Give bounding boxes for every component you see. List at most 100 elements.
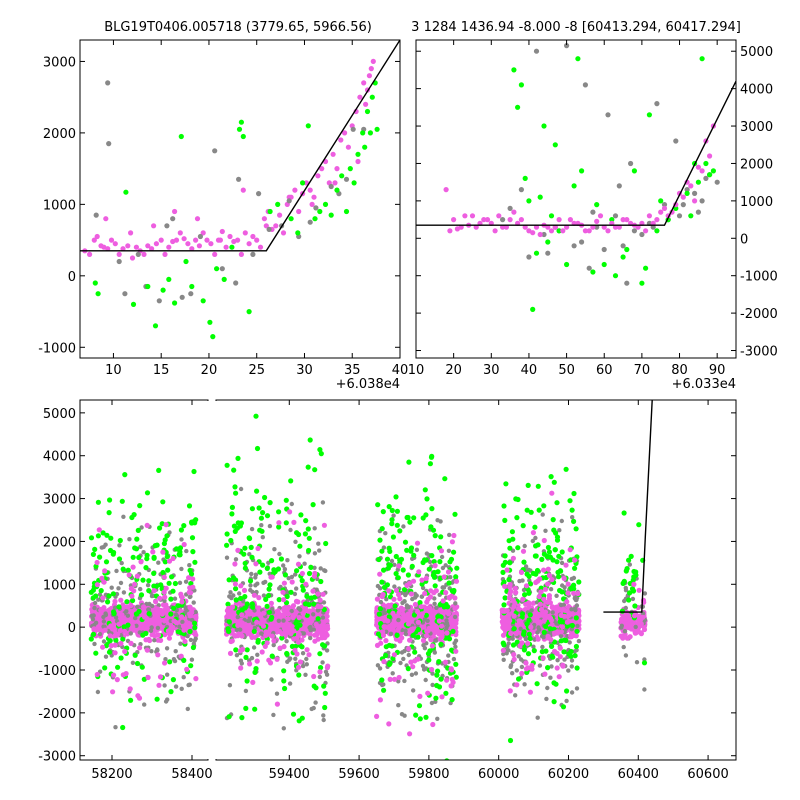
data-point-magenta [407,637,413,643]
data-point-green [145,283,151,290]
data-point-gray [193,609,198,615]
data-point-magenta [417,693,423,700]
data-point-gray [288,656,293,661]
data-point-green [253,413,259,419]
data-point-gray [300,651,306,656]
data-point-magenta [397,638,403,644]
data-point-gray [179,294,185,300]
data-point-gray [101,639,107,644]
data-point-magenta [355,158,361,165]
data-point-gray [227,594,232,599]
data-point-magenta [163,522,169,528]
data-point-magenta [189,246,195,252]
data-point-green [436,659,442,665]
data-point-green [317,651,323,657]
data-point-green [541,123,547,129]
data-point-gray [403,631,408,637]
data-point-green [254,488,260,494]
data-point-magenta [226,613,232,619]
data-point-magenta [412,601,418,608]
data-point-magenta [400,611,406,618]
data-point-gray [500,217,506,223]
data-point-green [393,571,399,577]
data-point-green [394,508,400,514]
data-point-gray [277,551,282,557]
data-point-magenta [442,659,448,665]
data-point-green [226,714,232,720]
data-point-magenta [324,613,330,619]
data-point-gray [294,586,299,591]
data-point-green [376,556,382,563]
data-point-magenta [138,559,144,565]
data-point-green [157,525,163,531]
x-tick-label: 90 [709,363,726,378]
data-point-gray [304,656,309,662]
data-point-green [415,626,422,633]
data-point-gray [227,683,233,688]
data-point-magenta [330,151,336,157]
data-point-gray [164,646,170,651]
data-point-gray [260,535,265,540]
data-point-magenta [102,568,108,574]
data-point-gray [92,605,97,611]
data-point-gray [414,547,420,552]
data-point-green [684,190,690,196]
data-point-magenta [292,187,298,193]
data-point-magenta [453,578,460,584]
data-point-green [442,476,448,482]
data-point-green [643,265,649,271]
data-point-green [646,112,653,118]
data-point-magenta [368,66,374,72]
data-point-green [289,643,295,650]
data-point-green [703,160,709,167]
data-point-green [432,533,438,539]
data-point-magenta [180,623,187,629]
data-point-green [116,556,123,562]
data-point-magenta [420,637,427,644]
data-point-magenta [232,581,238,587]
top-right-title: 3 1284 1436.94 -8.000 -8 [60413.294, 604… [411,20,741,35]
data-point-green [146,578,152,584]
model-line [80,40,400,252]
data-point-magenta [380,591,386,598]
data-point-magenta [116,621,122,627]
data-point-green [165,567,171,573]
data-point-magenta [94,559,100,566]
data-point-green [411,552,417,558]
data-point-magenta [157,595,163,601]
data-point-magenta [582,228,589,234]
data-point-green [312,467,318,473]
data-point-magenta [112,633,118,639]
data-point-magenta [181,627,187,633]
x-tick-label: 30 [296,363,313,378]
data-point-green [411,515,417,521]
data-point-green [224,462,230,468]
data-point-green [262,494,268,501]
data-point-magenta [103,216,109,222]
data-point-magenta [323,630,329,636]
data-point-magenta [556,217,562,223]
data-point-green [92,546,98,553]
data-point-green [156,467,162,473]
data-point-gray [170,216,176,222]
data-point-magenta [425,690,431,696]
data-point-green [381,687,387,693]
data-point-green [295,230,301,236]
data-point-green [423,714,429,720]
data-point-green [226,619,232,625]
y-tick-label: -3000 [740,345,778,360]
data-point-magenta [117,628,123,634]
data-point-green [298,512,304,518]
data-point-gray [267,523,273,529]
data-point-magenta [270,626,276,632]
data-point-green [449,588,455,594]
data-point-magenta [275,608,281,614]
data-point-magenta [120,672,126,678]
data-point-green [115,664,121,670]
data-point-green [264,513,271,519]
data-point-magenta [332,180,338,186]
data-point-gray [119,560,124,566]
data-point-green [258,515,264,521]
data-point-green [427,461,433,467]
data-point-green [321,683,327,689]
